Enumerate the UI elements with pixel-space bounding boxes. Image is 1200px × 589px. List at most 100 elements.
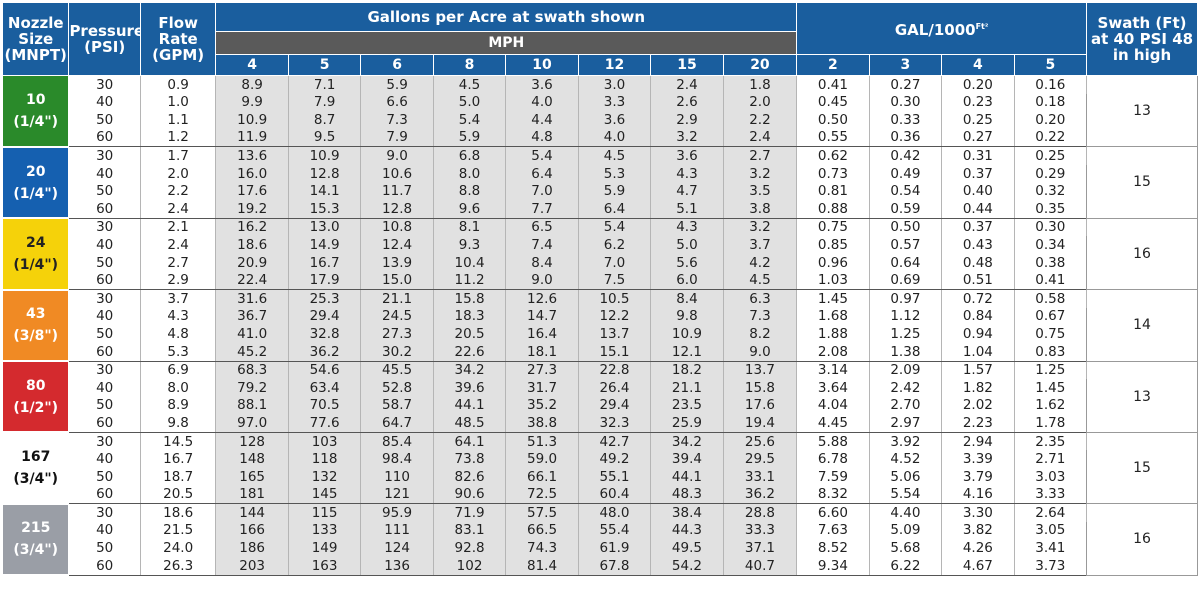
gpa-cell: 22.6 [432,342,507,362]
gpa-cell: 68.3 [215,361,289,380]
gpa-cell: 24.5 [360,307,434,326]
gal1000-cell: 6.22 [868,557,943,576]
gpa-cell: 6.0 [650,271,724,291]
table-row: 40 1.0 9.9 7.9 6.6 5.0 4.0 3.3 2.6 2.0 0.45 0.30 0.2… [3,93,1198,112]
flow-rate-cell: 21.5 [139,521,217,540]
gpa-cell: 17.9 [287,271,362,291]
gpa-cell: 5.3 [577,164,652,183]
gpa-cell: 11.2 [432,271,507,291]
gpa-cell: 121 [360,485,434,505]
gal1000-unit: Ft² [975,22,989,31]
gpa-cell: 149 [287,539,362,558]
gpa-cell: 39.6 [432,379,507,397]
gpa-cell: 44.3 [650,521,724,540]
gpa-cell: 31.6 [215,289,289,308]
gpa-cell: 5.9 [577,182,652,201]
gal1000-cell: 6.60 [796,503,870,522]
gal1000-cell: 2.70 [868,396,943,415]
gpa-cell: 39.4 [650,450,724,469]
gpa-cell: 15.3 [287,200,362,219]
header-gal1000-4: 4 [941,54,1015,76]
pressure-cell: 60 [68,271,141,291]
gpa-cell: 20.9 [215,253,289,272]
gpa-cell: 18.1 [505,342,579,362]
gpa-cell: 4.5 [722,271,798,291]
gpa-cell: 8.1 [432,218,507,237]
gal1000-cell: 0.34 [1013,236,1088,254]
gpa-cell: 136 [360,557,434,576]
flow-rate-cell: 1.0 [139,93,217,112]
gal1000-cell: 0.42 [868,146,943,165]
gpa-cell: 72.5 [505,485,579,505]
gal1000-label: GAL/1000 [894,21,976,39]
gpa-cell: 8.9 [215,75,289,94]
gpa-cell: 9.3 [432,236,507,254]
gpa-cell: 7.5 [577,271,652,291]
header-mph-10: 10 [505,54,579,76]
gal1000-cell: 1.62 [1013,396,1088,415]
header-mph-4: 4 [215,54,289,76]
nozzle-size-cell: 24 (1/4") [1,217,70,291]
gal1000-cell: 8.32 [796,485,870,505]
gpa-cell: 44.1 [650,468,724,486]
gal1000-cell: 3.73 [1013,557,1088,576]
gal1000-cell: 3.82 [941,521,1015,540]
header-mph-12: 12 [577,54,652,76]
gpa-cell: 22.4 [215,271,289,291]
table-row: 40 2.0 16.0 12.8 10.6 8.0 6.4 5.3 4.3 3.2 0.73 0.49… [3,164,1198,183]
gal1000-cell: 0.37 [941,164,1015,183]
gpa-cell: 9.0 [722,342,798,362]
gal1000-cell: 5.54 [868,485,943,505]
gpa-cell: 48.3 [650,485,724,505]
pressure-cell: 60 [68,128,141,148]
gpa-cell: 8.8 [432,182,507,201]
nozzle-thread: (3/4") [13,542,59,559]
gal1000-cell: 0.57 [868,236,943,254]
gpa-cell: 3.2 [722,218,798,237]
gal1000-cell: 0.20 [941,75,1015,94]
gpa-cell: 2.4 [722,128,798,148]
gpa-cell: 82.6 [432,468,507,486]
gal1000-cell: 1.25 [868,325,943,343]
gal1000-cell: 1.12 [868,307,943,326]
gpa-cell: 19.4 [722,414,798,433]
gal1000-cell: 3.64 [796,379,870,397]
gpa-cell: 2.0 [722,93,798,112]
pressure-cell: 50 [68,325,141,343]
gal1000-cell: 0.81 [796,182,870,201]
gal1000-cell: 0.83 [1013,342,1088,362]
gpa-cell: 60.4 [577,485,652,505]
flow-rate-cell: 2.4 [139,236,217,254]
gal1000-cell: 1.03 [796,271,870,291]
pressure-cell: 40 [68,379,141,397]
nozzle-thread: (1/4") [13,113,59,130]
gpa-cell: 13.7 [577,325,652,343]
gpa-cell: 133 [287,521,362,540]
header-mph-6: 6 [360,54,434,76]
gpa-cell: 67.8 [577,557,652,576]
flow-rate-cell: 2.0 [139,164,217,183]
gal1000-cell: 1.78 [1013,414,1088,433]
gpa-cell: 4.8 [505,128,579,148]
gpa-cell: 5.9 [432,128,507,148]
flow-rate-cell: 26.3 [139,557,217,576]
gpa-cell: 6.3 [722,289,798,308]
gpa-cell: 165 [215,468,289,486]
gal1000-cell: 0.43 [941,236,1015,254]
gpa-cell: 203 [215,557,289,576]
gal1000-cell: 0.48 [941,253,1015,272]
gpa-cell: 181 [215,485,289,505]
gpa-cell: 9.9 [215,93,289,112]
table-row: 50 4.8 41.0 32.8 27.3 20.5 16.4 13.7 10.9 8.2 1.88… [3,325,1198,343]
gpa-cell: 36.2 [722,485,798,505]
gal1000-cell: 0.31 [941,146,1015,165]
gpa-cell: 12.2 [577,307,652,326]
gal1000-cell: 0.67 [1013,307,1088,326]
table-row: 40 8.0 79.2 63.4 52.8 39.6 31.7 26.4 21.1 15.8 3.6… [3,379,1198,397]
table-row: 80 (1/2") 30 6.9 68.3 54.6 45.5 34.2 27.3 22.8 18.… [1,360,1198,434]
gpa-cell: 45.2 [215,342,289,362]
table-row: 60 9.8 97.0 77.6 64.7 48.5 38.8 32.3 25.9 19.4 4.4… [3,414,1198,433]
gpa-cell: 5.0 [650,236,724,254]
pressure-cell: 50 [68,182,141,201]
gpa-cell: 7.1 [287,75,362,94]
